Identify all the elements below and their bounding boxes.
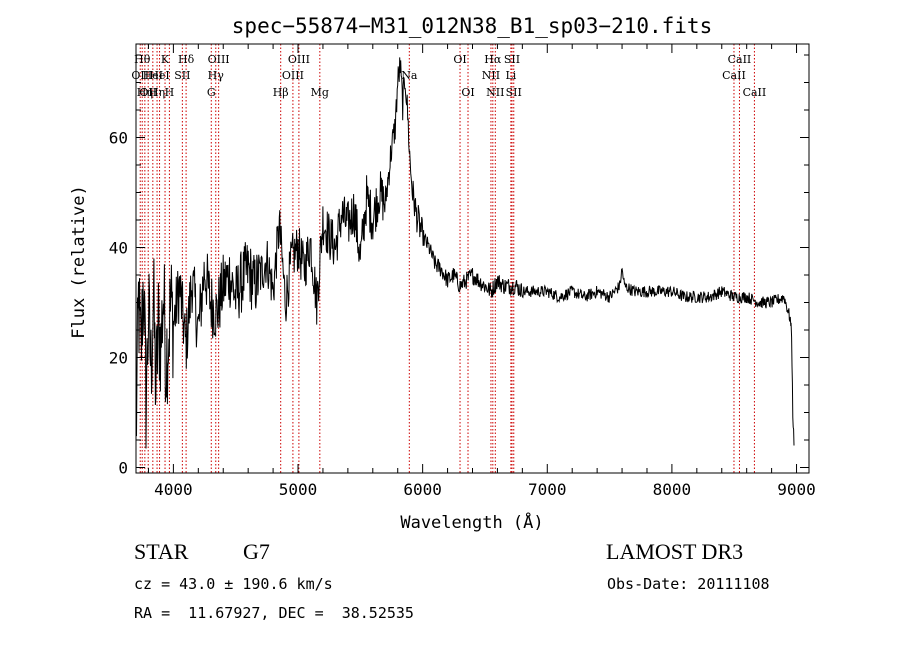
x-tick-label: 6000 [403,480,442,499]
spectral-line-label: H [165,86,175,99]
spectral-line-label: OIII [282,69,304,82]
x-tick-label: 8000 [653,480,692,499]
spectral-line-label: Hγ [208,69,225,82]
spectral-line-label: Mg [311,86,329,99]
spectral-line-label: OI [461,86,474,99]
spectral-line-label: OI [453,53,466,66]
spectral-line-label: OII [139,86,157,99]
spectral-line-label: Na [401,69,418,82]
chart-title: spec−55874−M31_012N38_B1_sp03−210.fits [232,14,712,38]
y-tick-label: 40 [109,239,128,258]
spectral-line-label: Hθ [134,53,151,66]
spectral-line-label: HeI [149,69,169,82]
x-axis: 4000 5000 6000 7000 8000 9000 [147,44,816,499]
spectral-line-label: CaII [722,69,746,82]
spectral-line-label: Hα [484,53,502,66]
survey-name: LAMOST DR3 [606,539,744,564]
spectral-line-labels: OIIHθHηOIIHeIHηHeIKHSIIHδGHγOIIIHβOIIIOI… [131,53,766,99]
plot-frame [135,43,810,474]
spectral-line-label: OIII [288,53,310,66]
spectral-line-label: SII [174,69,190,82]
x-tick-label: 4000 [154,480,193,499]
y-axis-label: Flux (relative) [69,185,89,339]
spectral-line-label: G [207,86,216,99]
object-subclass: G7 [243,539,270,564]
spectral-line-label: Hη [137,86,153,99]
x-tick-label: 5000 [279,480,318,499]
y-tick-label: 20 [109,349,128,368]
y-tick-label: 0 [118,459,128,478]
spectral-line-label: HeI [143,69,163,82]
spectral-line-label: NII [482,69,500,82]
spectral-line-label: Li [505,69,516,82]
x-tick-label: 7000 [528,480,567,499]
flux-line [135,57,795,449]
spectral-line-label: Hδ [178,53,195,66]
spectral-line-label: NII [486,86,504,99]
spectral-line-markers [139,44,755,473]
spectral-line-label: OIII [208,53,230,66]
spectral-line-label: CaII [743,86,767,99]
object-class: STAR [134,539,189,564]
spectral-line-label: K [161,53,170,66]
spectral-line-label: SII [504,53,520,66]
x-tick-label: 9000 [777,480,816,499]
spectral-line-label: SII [506,86,522,99]
spectral-line-label: Hη [149,86,165,99]
spectral-line-label: Hβ [273,86,289,99]
y-tick-label: 60 [109,129,128,148]
x-axis-label: Wavelength (Å) [400,511,543,533]
y-axis: 0 20 40 60 [109,54,809,478]
obs-date: Obs-Date: 20111108 [607,575,770,593]
spectral-line-label: CaII [728,53,752,66]
redshift-cz: cz = 43.0 ± 190.6 km/s [134,575,333,593]
ra-dec: RA = 11.67927, DEC = 38.52535 [134,604,414,622]
